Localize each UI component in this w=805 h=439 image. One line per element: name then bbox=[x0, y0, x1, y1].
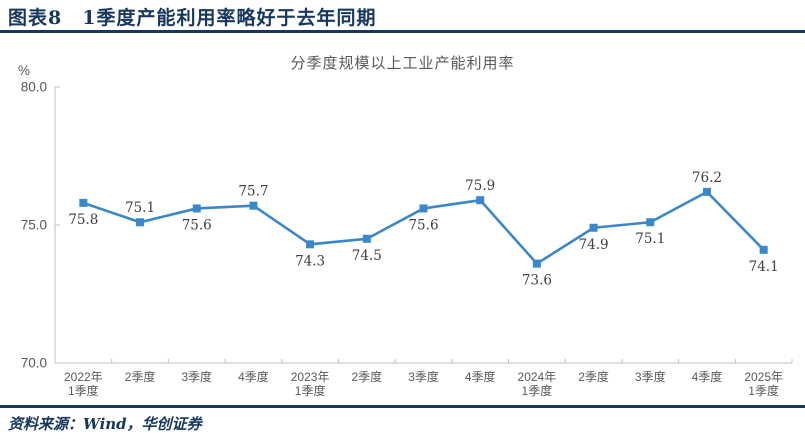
data-point-label: 74.5 bbox=[352, 248, 382, 264]
data-point-marker bbox=[702, 187, 711, 196]
x-tick-label: 1季度 bbox=[68, 383, 99, 398]
x-tick-label: 3季度 bbox=[635, 369, 666, 384]
data-point-label: 73.6 bbox=[522, 273, 552, 289]
data-point-label: 76.2 bbox=[692, 170, 722, 186]
data-point-label: 74.1 bbox=[749, 259, 779, 275]
data-point-label: 74.9 bbox=[579, 237, 609, 253]
x-tick-label: 2025年 bbox=[744, 370, 783, 384]
x-tick-label: 4季度 bbox=[692, 369, 723, 384]
data-point-label: 75.9 bbox=[465, 178, 495, 194]
y-tick-label: 75.0 bbox=[21, 218, 47, 233]
data-point-marker bbox=[419, 204, 428, 213]
x-tick-label: 2季度 bbox=[351, 369, 382, 384]
x-tick-label: 2023年 bbox=[291, 370, 330, 384]
x-tick-label: 1季度 bbox=[295, 383, 326, 398]
data-point-label: 75.7 bbox=[238, 184, 268, 200]
data-point-marker bbox=[306, 240, 315, 249]
x-tick-label: 2024年 bbox=[518, 370, 557, 384]
data-point-label: 74.3 bbox=[295, 253, 325, 269]
x-tick-label: 2季度 bbox=[578, 369, 609, 384]
y-axis-unit-label: % bbox=[18, 63, 30, 78]
x-tick-label: 1季度 bbox=[748, 383, 779, 398]
data-point-label: 75.1 bbox=[635, 231, 665, 247]
data-point-marker bbox=[79, 198, 88, 207]
figure-footer: 资料来源：Wind，华创证券 bbox=[0, 405, 805, 436]
data-point-marker bbox=[532, 259, 541, 268]
data-point-marker bbox=[249, 201, 258, 210]
data-point-label: 75.8 bbox=[68, 212, 98, 228]
y-tick-label: 70.0 bbox=[21, 356, 47, 371]
x-tick-label: 4季度 bbox=[238, 369, 269, 384]
x-tick-label: 2022年 bbox=[64, 370, 103, 384]
data-point-marker bbox=[589, 223, 598, 232]
data-point-marker bbox=[646, 218, 655, 227]
data-point-label: 75.1 bbox=[125, 200, 155, 216]
source-text: 资料来源：Wind，华创证券 bbox=[8, 415, 202, 433]
y-tick-label: 80.0 bbox=[21, 80, 47, 95]
chart-title: 分季度规模以上工业产能利用率 bbox=[290, 55, 515, 72]
data-point-marker bbox=[136, 218, 145, 227]
figure-header: 图表8 1季度产能利用率略好于去年同期 bbox=[0, 0, 805, 33]
data-point-label: 75.6 bbox=[182, 217, 212, 233]
data-point-marker bbox=[362, 234, 371, 243]
data-point-label: 75.6 bbox=[408, 217, 438, 233]
x-tick-label: 4季度 bbox=[465, 369, 496, 384]
data-point-marker bbox=[192, 204, 201, 213]
figure-title: 图表8 1季度产能利用率略好于去年同期 bbox=[8, 7, 377, 29]
x-tick-label: 2季度 bbox=[125, 369, 156, 384]
data-point-marker bbox=[476, 196, 485, 205]
data-point-marker bbox=[759, 245, 768, 254]
x-tick-label: 1季度 bbox=[522, 383, 553, 398]
x-tick-label: 3季度 bbox=[408, 369, 439, 384]
x-tick-label: 3季度 bbox=[181, 369, 212, 384]
